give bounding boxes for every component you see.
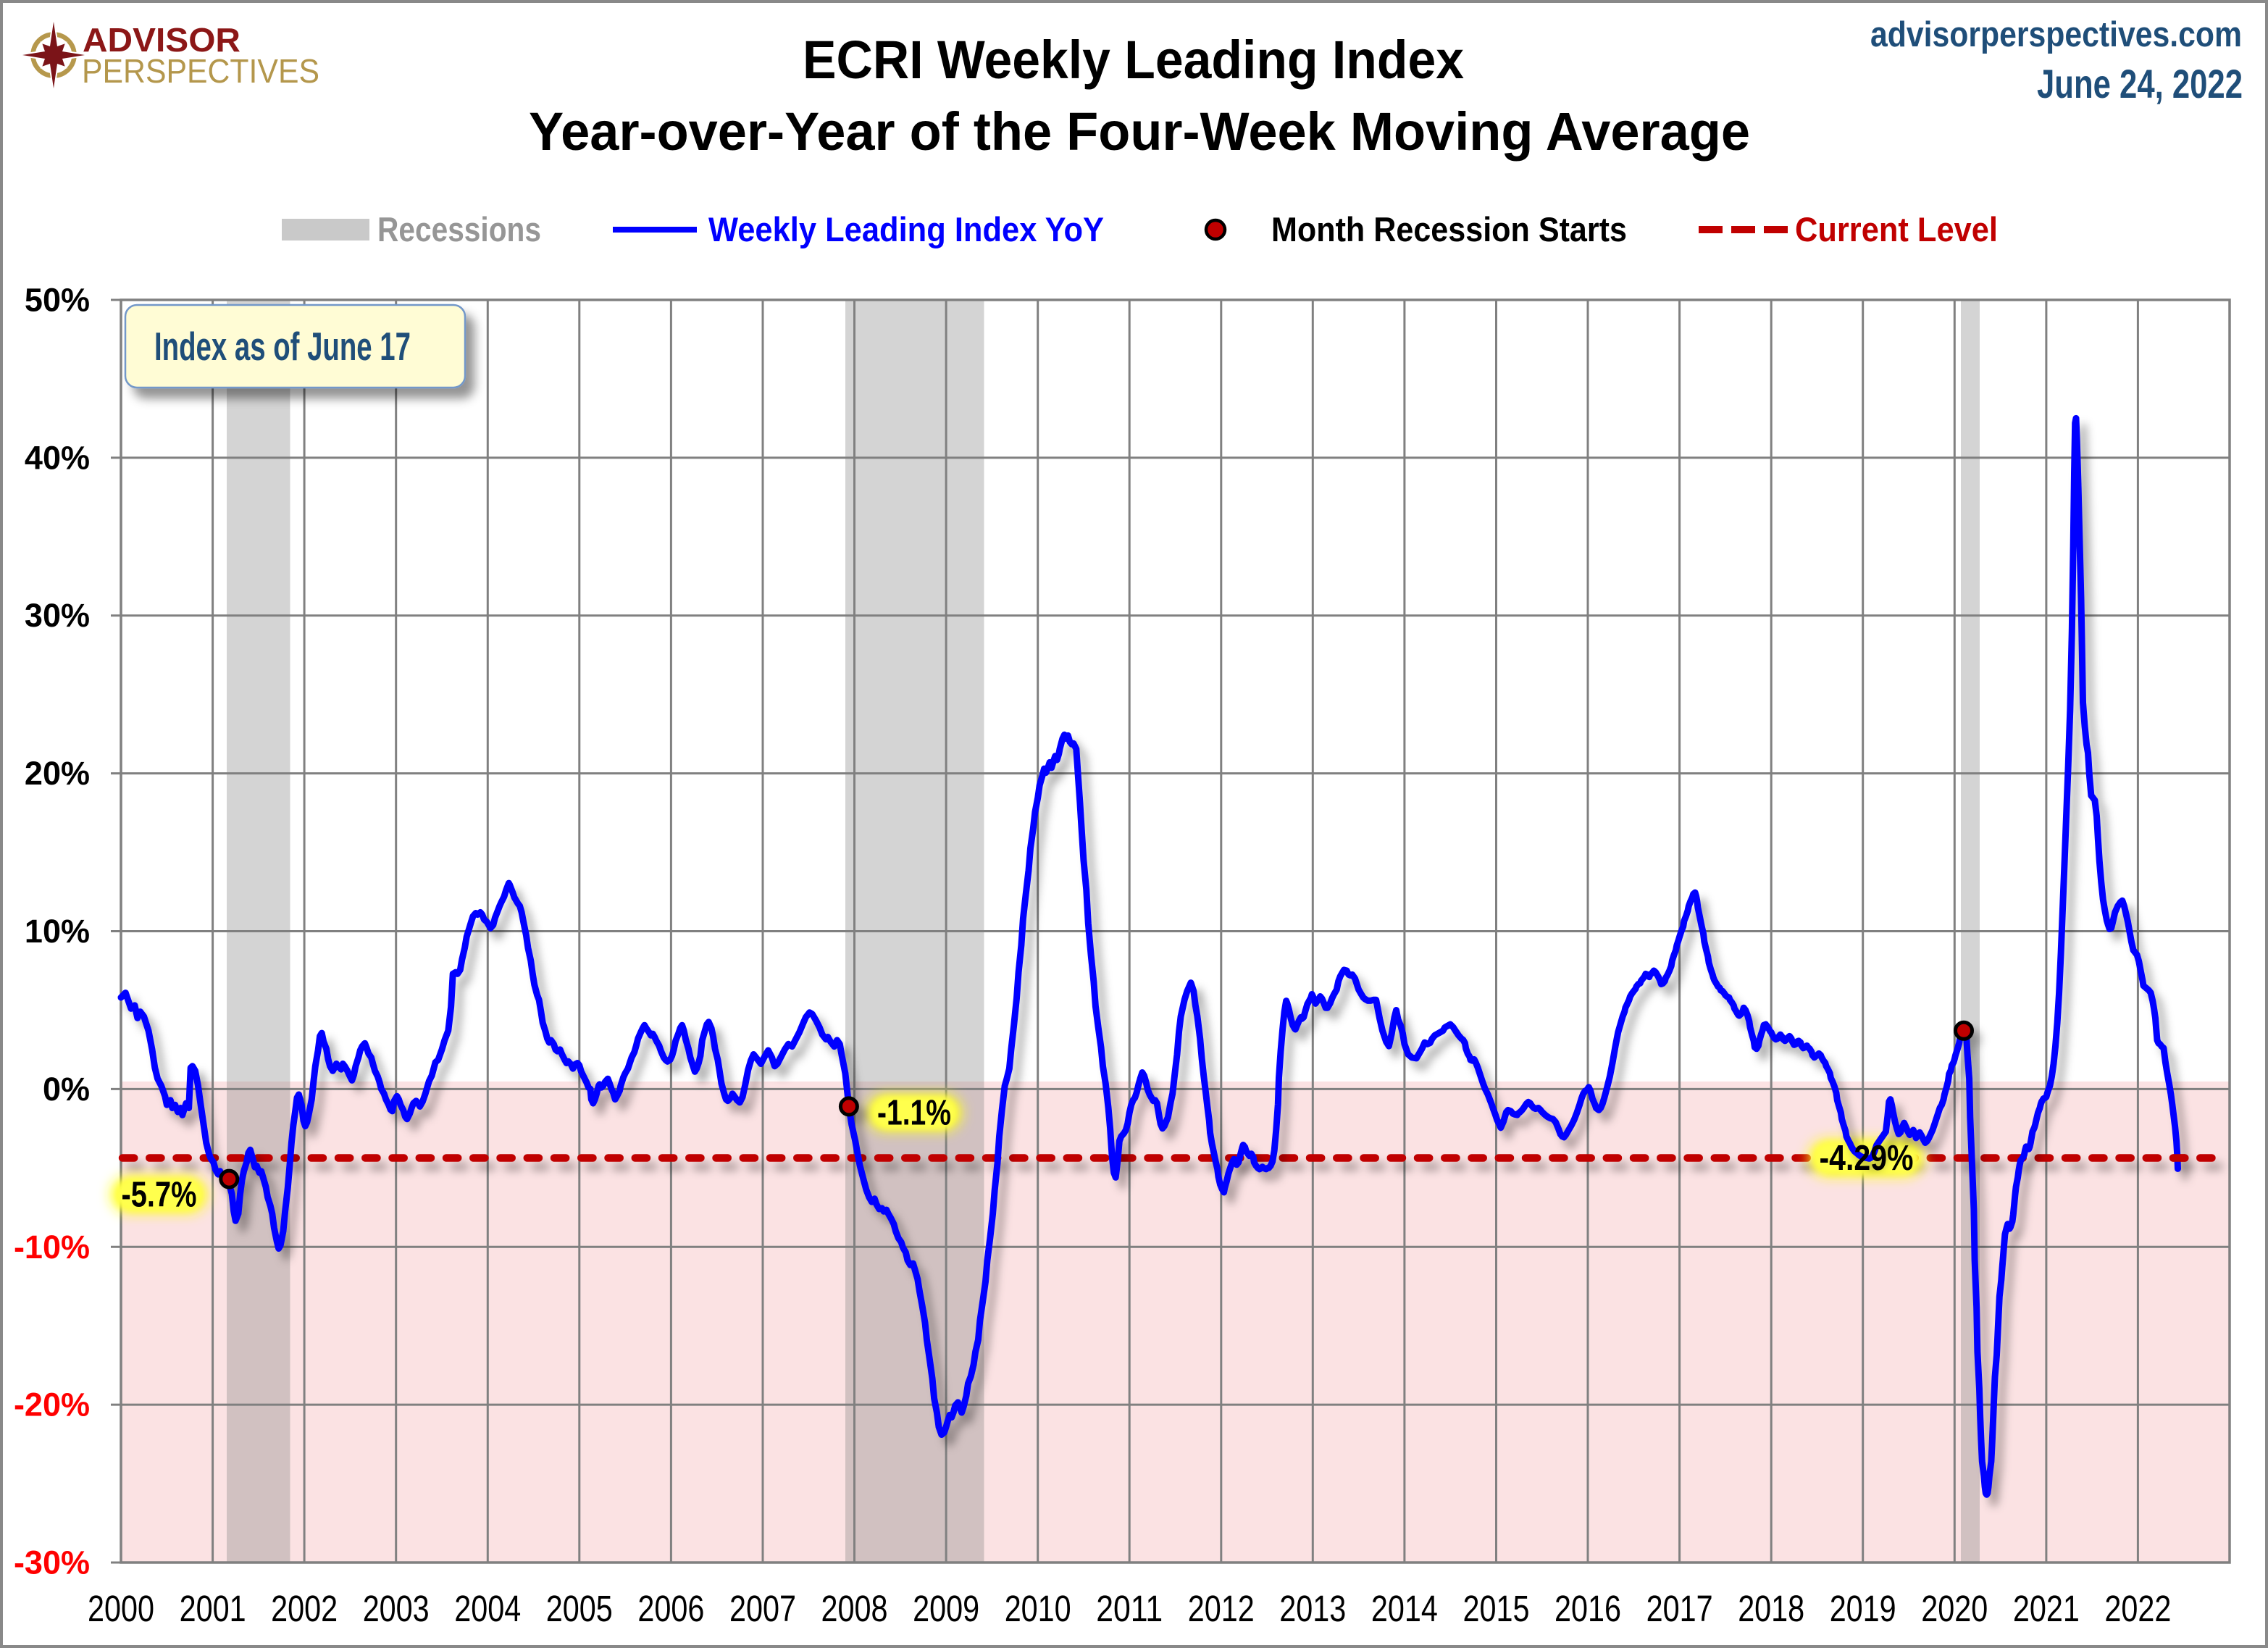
svg-text:20%: 20% [25, 755, 90, 792]
svg-text:2015: 2015 [1463, 1588, 1530, 1629]
svg-text:30%: 30% [25, 597, 90, 634]
svg-text:Month Recession Starts: Month Recession Starts [1271, 210, 1627, 248]
svg-text:2007: 2007 [729, 1588, 796, 1629]
svg-text:-10%: -10% [14, 1229, 90, 1266]
svg-text:10%: 10% [25, 913, 90, 950]
svg-text:2006: 2006 [637, 1588, 704, 1629]
svg-text:2014: 2014 [1371, 1588, 1438, 1629]
svg-text:2000: 2000 [88, 1588, 154, 1629]
svg-text:-4.29%: -4.29% [1820, 1139, 1914, 1178]
svg-text:0%: 0% [43, 1071, 90, 1108]
svg-text:2003: 2003 [363, 1588, 430, 1629]
svg-text:2010: 2010 [1005, 1588, 1071, 1629]
svg-text:Index as of June 17: Index as of June 17 [154, 324, 411, 369]
svg-text:2021: 2021 [2013, 1588, 2080, 1629]
svg-text:-20%: -20% [14, 1386, 90, 1423]
svg-text:2020: 2020 [1921, 1588, 1988, 1629]
svg-text:2005: 2005 [546, 1588, 613, 1629]
svg-text:2017: 2017 [1646, 1588, 1713, 1629]
svg-text:2004: 2004 [454, 1588, 521, 1629]
svg-text:Recessions: Recessions [377, 210, 541, 248]
svg-text:Current Level: Current Level [1795, 210, 1998, 248]
svg-text:-30%: -30% [14, 1544, 90, 1581]
svg-text:40%: 40% [25, 439, 90, 476]
svg-text:2008: 2008 [821, 1588, 888, 1629]
svg-text:50%: 50% [25, 282, 90, 319]
svg-text:2001: 2001 [180, 1588, 246, 1629]
svg-text:Year-over-Year of the Four-Wee: Year-over-Year of the Four-Week Moving A… [529, 101, 1750, 162]
svg-text:2012: 2012 [1188, 1588, 1255, 1629]
svg-text:Weekly Leading Index YoY: Weekly Leading Index YoY [708, 210, 1104, 248]
svg-text:advisorperspectives.com: advisorperspectives.com [1870, 15, 2242, 54]
svg-text:2019: 2019 [1830, 1588, 1896, 1629]
svg-text:2009: 2009 [913, 1588, 979, 1629]
svg-text:-1.1%: -1.1% [877, 1094, 951, 1133]
svg-text:-5.7%: -5.7% [122, 1176, 197, 1215]
svg-text:2013: 2013 [1279, 1588, 1346, 1629]
svg-text:2011: 2011 [1096, 1588, 1163, 1629]
svg-text:ADVISOR: ADVISOR [83, 21, 240, 59]
svg-text:ECRI Weekly Leading Index: ECRI Weekly Leading Index [803, 30, 1464, 90]
svg-text:2022: 2022 [2104, 1588, 2171, 1629]
svg-text:PERSPECTIVES: PERSPECTIVES [82, 52, 319, 90]
svg-text:June 24, 2022: June 24, 2022 [2037, 61, 2243, 106]
svg-text:2018: 2018 [1738, 1588, 1804, 1629]
svg-text:2016: 2016 [1554, 1588, 1621, 1629]
svg-text:2002: 2002 [271, 1588, 338, 1629]
